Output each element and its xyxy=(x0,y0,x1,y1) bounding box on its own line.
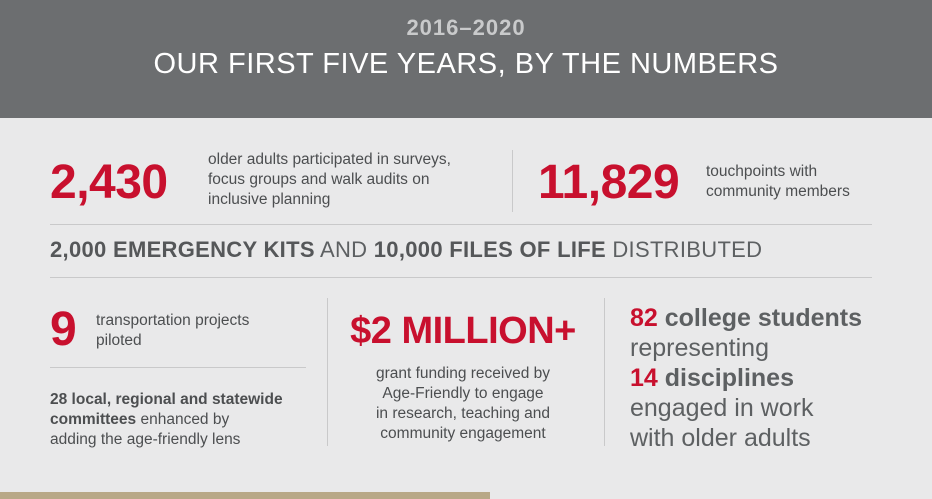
students-statement: 82 college students representing 14 disc… xyxy=(630,303,862,453)
grant-number: $2 MILLION+ xyxy=(350,310,576,352)
students-line-2: representing xyxy=(630,334,769,362)
disciplines-count: 14 xyxy=(630,364,658,392)
committees-line-2-rest: enhanced by xyxy=(136,411,230,428)
participants-number: 2,430 xyxy=(50,156,168,209)
divider-horizontal-3 xyxy=(50,367,306,368)
participants-description: older adults participated in surveys, fo… xyxy=(208,150,451,210)
participants-line-2: focus groups and walk audits on xyxy=(208,171,430,188)
header-banner: 2016–2020 OUR FIRST FIVE YEARS, BY THE N… xyxy=(0,0,932,118)
touchpoints-line-2: community members xyxy=(706,183,850,200)
grant-line-3: in research, teaching and xyxy=(375,405,551,422)
kits-distributed: DISTRIBUTED xyxy=(605,237,763,262)
touchpoints-number: 11,829 xyxy=(538,156,680,209)
committees-line-1: 28 local, regional and statewide xyxy=(50,391,283,408)
disciplines-label: disciplines xyxy=(657,364,794,392)
students-line-4: engaged in work xyxy=(630,394,814,422)
participants-line-1: older adults participated in surveys, xyxy=(208,151,451,168)
transportation-line-2: piloted xyxy=(96,332,142,349)
transportation-number: 9 xyxy=(50,303,77,356)
committees-description: 28 local, regional and statewide committ… xyxy=(50,390,283,450)
bottom-photo-strip xyxy=(0,492,490,499)
participants-line-3: inclusive planning xyxy=(208,191,331,208)
transportation-line-1: transportation projects xyxy=(96,312,250,329)
students-label: college students xyxy=(657,304,863,332)
committees-line-3: adding the age-friendly lens xyxy=(50,431,241,448)
kits-files-of-life: 10,000 FILES OF LIFE xyxy=(373,237,606,262)
divider-vertical-left xyxy=(327,298,328,446)
years-label: 2016–2020 xyxy=(406,15,526,40)
grant-line-4: community engagement xyxy=(380,425,546,442)
grant-line-2: Age-Friendly to engage xyxy=(382,385,544,402)
committees-bold-word: committees xyxy=(50,411,137,428)
kits-statement: 2,000 EMERGENCY KITS AND 10,000 FILES OF… xyxy=(50,237,762,263)
divider-horizontal-2 xyxy=(50,277,872,278)
touchpoints-description: touchpoints with community members xyxy=(706,162,850,202)
transportation-description: transportation projects piloted xyxy=(96,311,249,351)
divider-vertical-top xyxy=(512,150,513,212)
touchpoints-line-1: touchpoints with xyxy=(706,163,818,180)
grant-line-1: grant funding received by xyxy=(375,365,551,382)
page-title: OUR FIRST FIVE YEARS, BY THE NUMBERS xyxy=(153,48,779,80)
kits-emergency: 2,000 EMERGENCY KITS xyxy=(50,237,315,262)
students-line-5: with older adults xyxy=(630,424,811,452)
kits-and: AND xyxy=(314,237,374,262)
divider-horizontal-1 xyxy=(50,224,872,225)
divider-vertical-right xyxy=(604,298,605,446)
grant-description: grant funding received by Age-Friendly t… xyxy=(336,364,590,444)
students-count: 82 xyxy=(630,304,658,332)
stats-panel: 2,430 older adults participated in surve… xyxy=(0,118,932,499)
